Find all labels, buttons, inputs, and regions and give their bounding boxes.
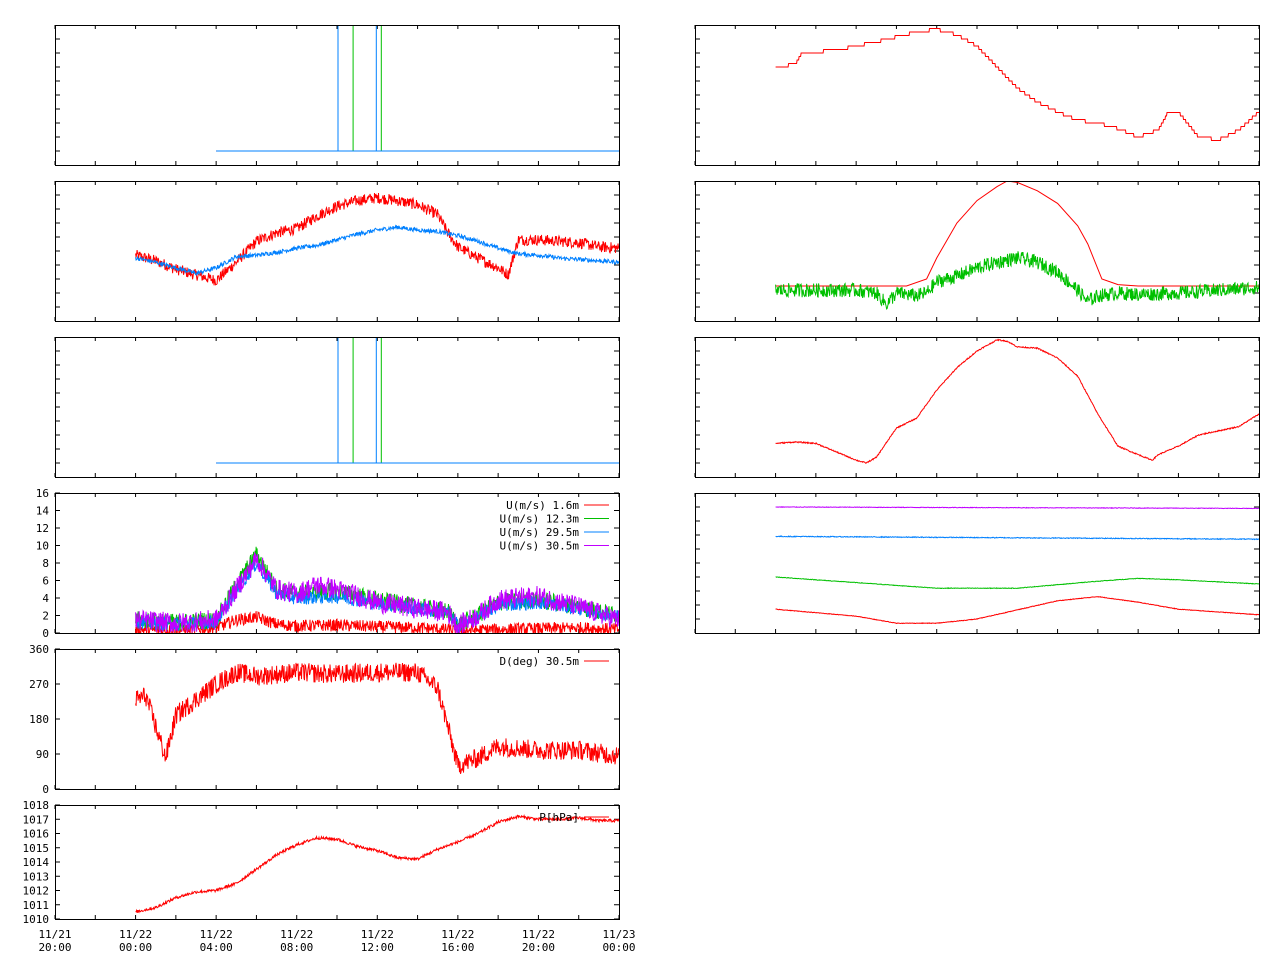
series-group: [775, 506, 1259, 625]
y-tick-label: 270: [29, 678, 49, 691]
y-tick-label: 16: [36, 487, 49, 500]
x-tick-label-time: 00:00: [602, 941, 635, 954]
series-line-right1-0: [775, 28, 1259, 141]
x-tick-label-time: 20:00: [522, 941, 555, 954]
chart-panel-right3: [694, 337, 1260, 478]
plot-frame: [55, 805, 620, 920]
x-tick-label-time: 04:00: [200, 941, 233, 954]
y-tick-label: 1016: [23, 828, 50, 841]
y-tick-label: 8: [42, 557, 49, 570]
plot-frame: [55, 181, 620, 322]
series-line-right4-3: [775, 595, 1259, 625]
series-line-right2-1: [775, 251, 1259, 310]
series-line-left5-0: [135, 662, 619, 775]
legend-label: D(deg) 30.5m: [500, 655, 580, 668]
y-tick-label: 2: [42, 610, 49, 623]
y-tick-label: 1012: [23, 885, 50, 898]
y-tick-label: 1014: [23, 856, 50, 869]
plot-frame: [695, 337, 1260, 478]
legend-label: U(m/s) 30.5m: [500, 540, 580, 553]
y-tick-label: 4: [42, 592, 49, 605]
x-tick-label-date: 11/22: [119, 928, 152, 941]
series-line-right2-0: [775, 181, 1259, 287]
y-tick-label: 360: [29, 643, 49, 656]
chart-panel-right1: [694, 25, 1260, 166]
series-line-left2-0: [135, 192, 619, 286]
series-line-right4-0: [775, 506, 1259, 510]
legend-label: U(m/s) 1.6m: [506, 499, 579, 512]
series-group: [216, 25, 619, 152]
series-group: [775, 28, 1259, 141]
x-tick-label-date: 11/21: [38, 928, 71, 941]
x-tick-label-time: 20:00: [38, 941, 71, 954]
series-line-left1-2: [216, 25, 619, 152]
series-group: [135, 662, 619, 775]
series-line-left4-3: [135, 552, 619, 633]
legend-label: P[hPa]: [539, 811, 579, 824]
chart-panel-left5: 0 90 180 270 360 D(deg) 30.5m: [29, 643, 620, 796]
y-tick-label: 1015: [23, 842, 50, 855]
chart-panel-left3: [54, 337, 620, 478]
plot-frame: [695, 181, 1260, 322]
series-line-left3-2: [216, 337, 619, 464]
plot-frame: [55, 649, 620, 790]
legend-label: U(m/s) 12.3m: [500, 513, 580, 526]
series-group: [216, 337, 619, 464]
chart-panel-right4: [694, 493, 1260, 634]
chart-panel-right2: [694, 181, 1260, 322]
x-tick-label-date: 11/22: [200, 928, 233, 941]
y-tick-label: 10: [36, 540, 49, 553]
x-tick-label-time: 12:00: [361, 941, 394, 954]
y-tick-label: 0: [42, 783, 49, 796]
x-tick-label-date: 11/22: [280, 928, 313, 941]
x-axis-tick-labels: 11/2120:0011/2200:0011/2204:0011/2208:00…: [38, 928, 635, 954]
y-tick-label: 1011: [23, 899, 50, 912]
y-tick-label: 0: [42, 627, 49, 640]
y-tick-label: 1017: [23, 813, 50, 826]
series-group: [135, 546, 619, 633]
y-tick-label: 180: [29, 713, 49, 726]
y-tick-label: 90: [36, 748, 49, 761]
y-tick-label: 12: [36, 522, 49, 535]
x-tick-label-date: 11/22: [441, 928, 474, 941]
plot-frame: [55, 337, 620, 478]
x-tick-label-date: 11/23: [602, 928, 635, 941]
series-group: [775, 338, 1259, 464]
series-group: [135, 192, 619, 286]
legend-label: U(m/s) 29.5m: [500, 526, 580, 539]
chart-panel-left1: [54, 25, 620, 166]
series-line-right4-2: [775, 576, 1259, 590]
chart-panel-left2: [54, 181, 620, 322]
series-line-left6-0: [135, 814, 619, 914]
x-tick-label-date: 11/22: [522, 928, 555, 941]
y-tick-label: 1018: [23, 799, 50, 812]
x-tick-label-time: 08:00: [280, 941, 313, 954]
plot-frame: [695, 25, 1260, 166]
y-tick-label: 1013: [23, 870, 50, 883]
series-line-right3-0: [775, 338, 1259, 464]
y-tick-label: 6: [42, 575, 49, 588]
x-tick-label-date: 11/22: [361, 928, 394, 941]
y-tick-label: 14: [36, 505, 50, 518]
plot-frame: [695, 493, 1260, 634]
series-line-left2-1: [135, 224, 619, 276]
x-tick-label-time: 16:00: [441, 941, 474, 954]
series-group: [775, 181, 1259, 310]
series-group: [135, 814, 619, 914]
series-line-right4-1: [775, 535, 1259, 541]
plot-frame: [55, 25, 620, 166]
x-tick-label-time: 00:00: [119, 941, 152, 954]
y-tick-label: 1010: [23, 913, 50, 926]
plot-frame: [55, 493, 620, 634]
